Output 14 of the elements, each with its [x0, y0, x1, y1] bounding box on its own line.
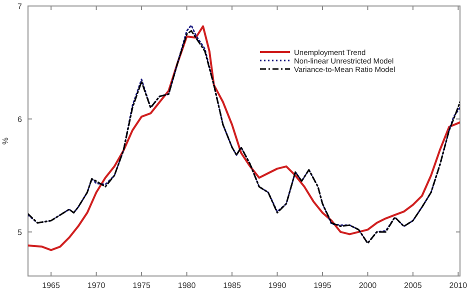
- x-tick-label: 1970: [87, 281, 106, 290]
- y-tick-label: 5: [18, 228, 23, 237]
- y-tick-label: 6: [18, 114, 23, 124]
- x-tick-label: 1985: [223, 281, 242, 290]
- x-tick-label: 2000: [358, 281, 378, 290]
- x-tick-label: 1990: [268, 281, 287, 290]
- y-axis-title: %: [1, 137, 10, 145]
- x-tick-label: 1995: [314, 281, 332, 290]
- x-tick-label: 1980: [178, 281, 196, 290]
- y-tick-label: 7: [18, 2, 23, 11]
- x-tick-label: 1975: [132, 281, 151, 290]
- x-tick-label: 1965: [42, 281, 61, 290]
- x-tick-label: 2005: [404, 281, 422, 290]
- x-tick-label: 2010: [449, 281, 468, 290]
